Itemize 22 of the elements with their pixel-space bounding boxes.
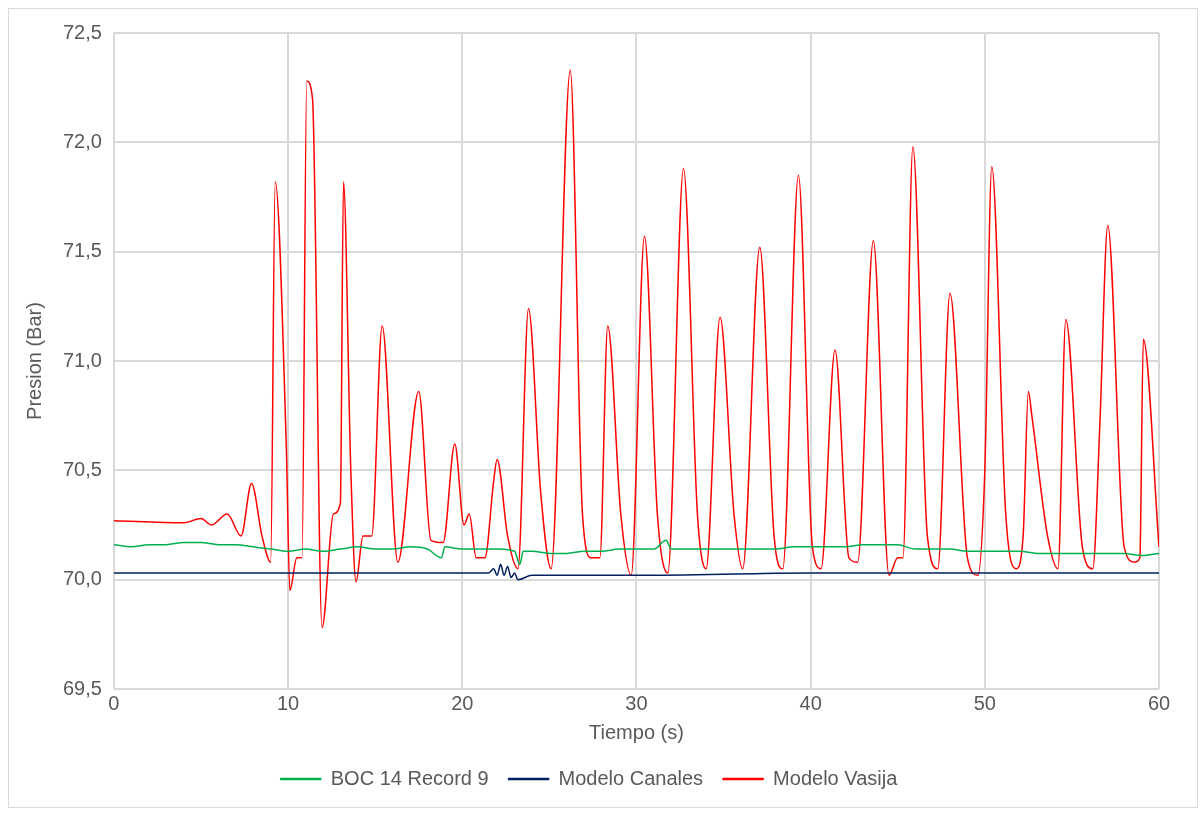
x-tick-label: 50 [973, 691, 996, 714]
x-tick-label: 60 [1147, 691, 1171, 714]
line-series [113, 563, 1159, 581]
x-tick-label: 30 [625, 691, 648, 714]
x-axis-title: Tiempo (s) [589, 720, 684, 743]
x-tick-label: 40 [799, 691, 822, 714]
y-tick-label: 70,0 [62, 567, 102, 590]
legend-label: Modelo Canales [558, 766, 704, 789]
y-tick-label: 69,5 [62, 676, 102, 699]
y-tick-label: 71,5 [62, 239, 102, 262]
x-tick-label: 10 [276, 691, 300, 714]
y-axis-title: Presion (Bar) [22, 302, 45, 420]
y-tick-label: 72,5 [62, 20, 102, 43]
line-series [113, 69, 1159, 629]
y-tick-label: 71,0 [62, 348, 102, 371]
legend-label: Modelo Vasija [773, 766, 899, 789]
y-tick-label: 70,5 [62, 457, 102, 480]
legend-label: BOC 14 Record 9 [330, 766, 489, 789]
line-series [113, 539, 1159, 566]
x-tick-label: 20 [451, 691, 474, 714]
x-tick-label: 0 [108, 691, 120, 714]
y-tick-label: 72,0 [62, 129, 102, 152]
